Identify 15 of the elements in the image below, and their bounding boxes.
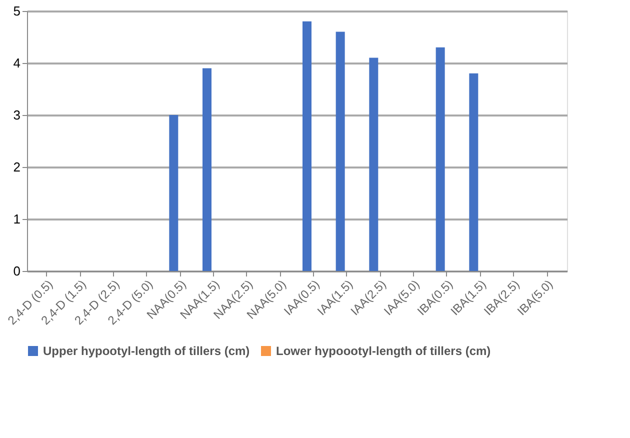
y-tick-label: 3 (13, 108, 20, 122)
bar (469, 73, 478, 271)
bar (169, 115, 178, 271)
legend-label: Upper hypootyl-length of tillers (cm) (43, 344, 250, 358)
y-tick-label: 2 (13, 160, 20, 174)
y-tick-label: 5 (13, 4, 20, 18)
legend-label: Lower hypoootyl-length of tillers (cm) (276, 344, 491, 358)
bar (302, 21, 312, 271)
y-tick-label: 1 (13, 212, 20, 226)
y-tick-label: 4 (13, 56, 20, 70)
bar (202, 68, 212, 271)
y-tick-label: 0 (13, 264, 20, 278)
bar (369, 58, 378, 271)
bar (436, 47, 445, 271)
bar (336, 32, 345, 271)
